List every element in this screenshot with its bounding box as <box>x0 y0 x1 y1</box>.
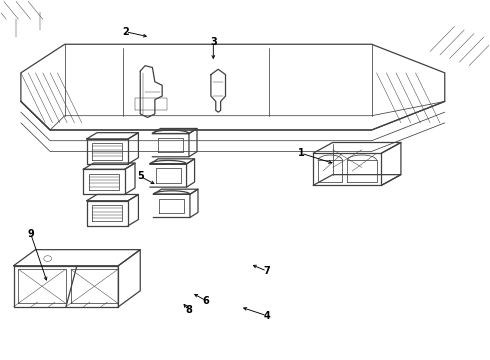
Text: 3: 3 <box>210 37 217 48</box>
Text: 6: 6 <box>203 296 209 306</box>
Text: 8: 8 <box>186 305 193 315</box>
Text: 4: 4 <box>264 311 270 321</box>
Text: 9: 9 <box>27 229 34 239</box>
Text: 7: 7 <box>264 266 270 276</box>
Text: 2: 2 <box>122 27 129 37</box>
Text: 1: 1 <box>297 148 304 158</box>
Text: 5: 5 <box>137 171 144 181</box>
